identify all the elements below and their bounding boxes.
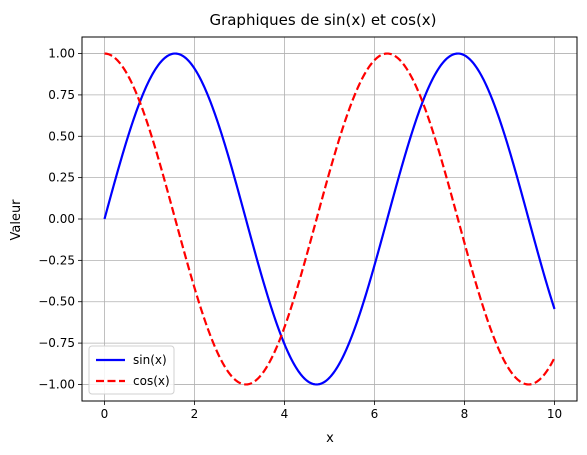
- y-tick-label: −0.75: [38, 336, 75, 350]
- series-line-0: [103, 52, 556, 386]
- x-tick-label: 10: [547, 407, 562, 421]
- y-axis-label: Valeur: [9, 199, 24, 241]
- legend-label-1: cos(x): [133, 374, 170, 388]
- x-axis-label: x: [326, 431, 334, 446]
- legend: sin(x) cos(x): [88, 345, 175, 395]
- y-tick-label: −0.50: [38, 295, 75, 309]
- x-tick-label: 4: [281, 407, 289, 421]
- y-tick-label: 0.75: [48, 88, 75, 102]
- legend-label-0: sin(x): [133, 353, 167, 367]
- y-tick-label: −1.00: [38, 377, 75, 391]
- y-tick-label: 0.50: [48, 129, 75, 143]
- chart-title: Graphiques de sin(x) et cos(x): [209, 11, 436, 29]
- y-tick-label: −0.25: [38, 253, 75, 267]
- series-line-1: [104, 52, 556, 386]
- x-tick-label: 2: [191, 407, 199, 421]
- x-tick-label: 0: [101, 407, 109, 421]
- y-tick-label: 1.00: [48, 47, 75, 61]
- series-layer: [103, 52, 556, 386]
- x-tick-label: 8: [461, 407, 469, 421]
- tick-layer: 0 2 4 6 8 10 −1.00 −0.75 −0.50 −0.25 0.00 0.25 0.50 0…: [38, 47, 562, 421]
- y-tick-label: 0.25: [48, 171, 75, 185]
- x-tick-label: 6: [371, 407, 379, 421]
- y-tick-label: 0.00: [48, 212, 75, 226]
